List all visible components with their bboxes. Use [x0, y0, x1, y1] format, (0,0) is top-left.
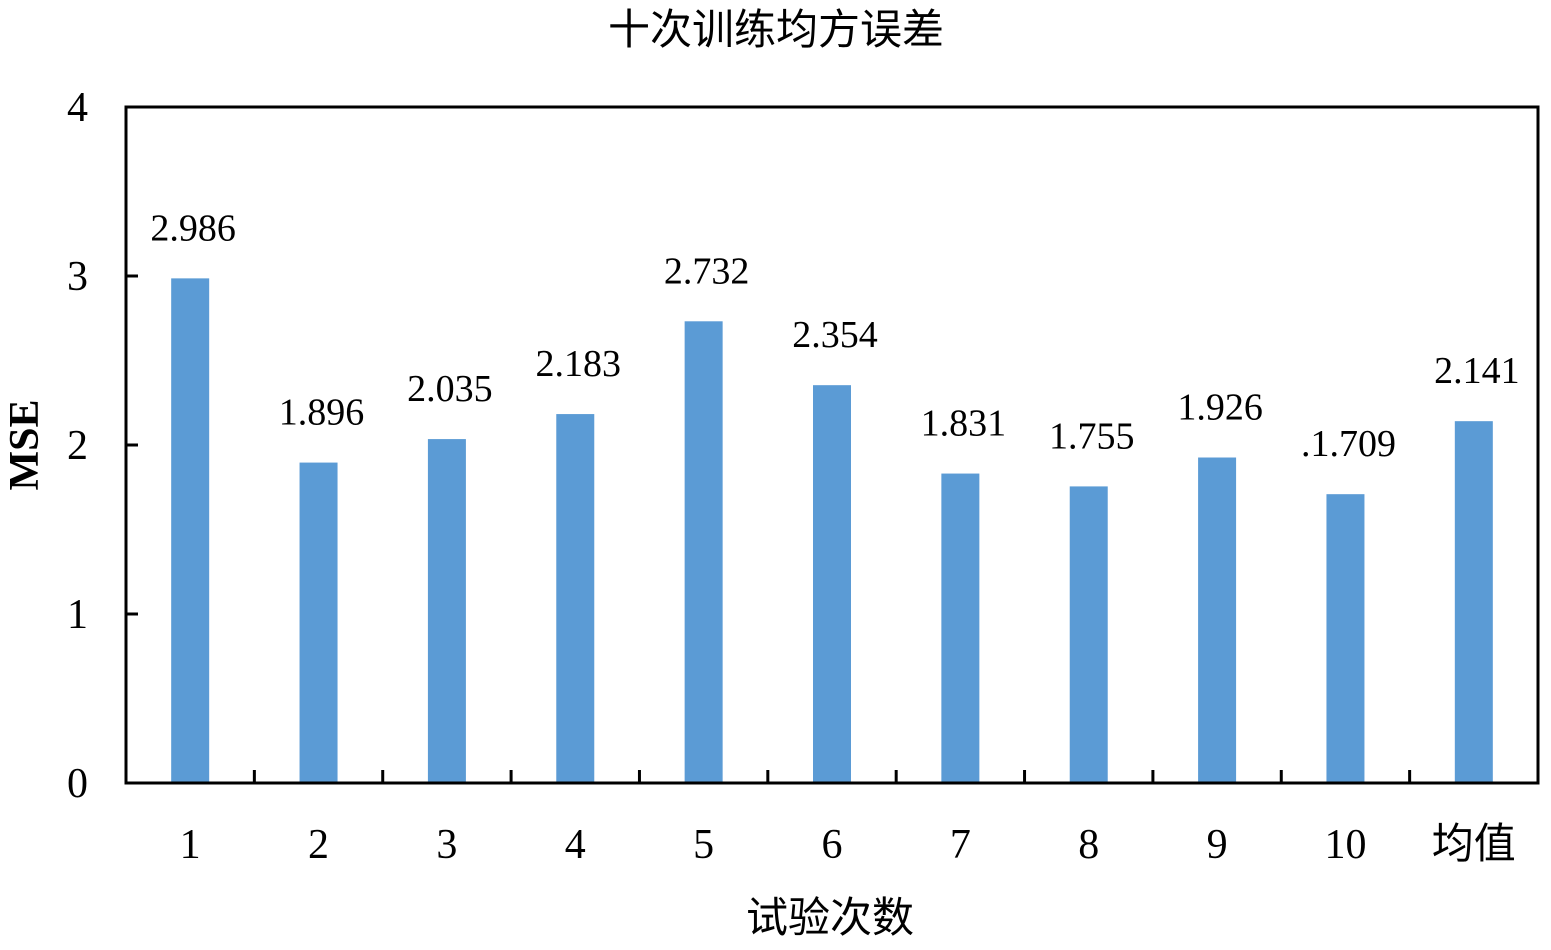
bar	[427, 439, 466, 783]
x-tick-label: 7	[950, 822, 971, 868]
y-tick-label: 1	[67, 592, 88, 638]
data-label: 1.755	[1049, 415, 1135, 457]
bar	[941, 473, 980, 783]
data-label: 2.732	[664, 250, 750, 292]
bar	[556, 414, 595, 783]
y-tick-label: 0	[67, 761, 88, 807]
x-tick-label: 5	[693, 822, 714, 868]
data-label: 2.986	[150, 207, 236, 249]
x-tick-label: 1	[180, 822, 201, 868]
bar	[1198, 457, 1237, 783]
x-axis-label: 试验次数	[746, 895, 914, 942]
x-tick-label: 2	[308, 822, 329, 868]
x-tick-label: 9	[1207, 822, 1228, 868]
bar	[1069, 486, 1108, 783]
y-axis-label: MSE	[2, 399, 48, 490]
y-tick-label: 4	[67, 85, 88, 131]
x-tick-label: 4	[565, 822, 586, 868]
y-tick-label: 2	[67, 423, 88, 469]
bar	[299, 462, 338, 783]
data-label: 2.035	[407, 368, 493, 410]
x-tick-label: 均值	[1432, 822, 1516, 868]
y-tick-label: 3	[67, 254, 88, 300]
bar	[171, 278, 210, 783]
data-label: 2.354	[792, 314, 878, 356]
x-tick-label: 10	[1324, 822, 1366, 868]
bar	[1454, 421, 1493, 783]
data-label: 2.141	[1434, 350, 1520, 392]
x-tick-label: 3	[436, 822, 457, 868]
plot-frame	[124, 105, 1540, 785]
bar	[684, 321, 723, 783]
chart-title: 十次训练均方误差	[608, 7, 944, 54]
bar	[813, 385, 851, 783]
bar	[1326, 494, 1365, 783]
data-label: 1.926	[1177, 387, 1263, 429]
x-tick-label: 6	[822, 822, 843, 868]
data-label: 1.831	[921, 403, 1007, 445]
data-label: 2.183	[536, 343, 622, 385]
data-label: .1.709	[1301, 423, 1396, 465]
data-label: 1.896	[279, 392, 365, 434]
x-tick-label: 8	[1078, 822, 1099, 868]
